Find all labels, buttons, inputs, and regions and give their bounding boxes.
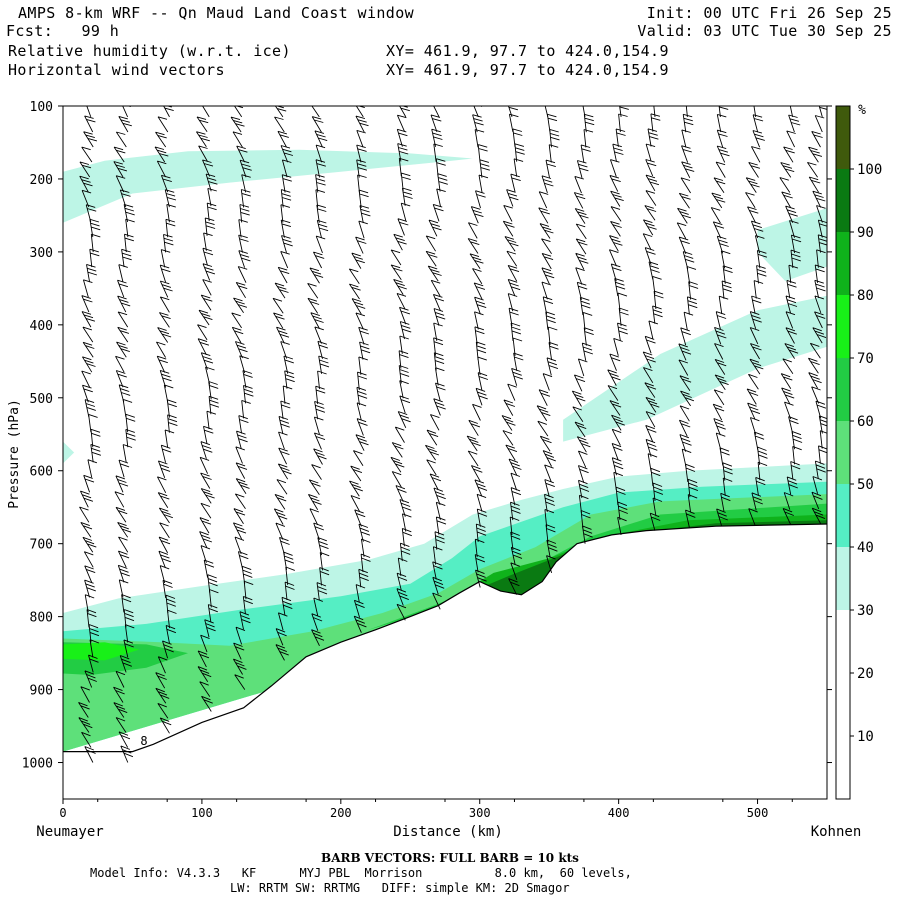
rh-region-1	[63, 149, 473, 223]
colorbar-bin-70	[836, 295, 850, 358]
colorbar-tick-label-90: 90	[857, 225, 874, 241]
barb-column-2	[154, 106, 178, 734]
rh-region-4	[63, 441, 75, 464]
rh-region-3	[757, 208, 827, 282]
contour-annotation: 8	[140, 734, 147, 748]
y-tick-label-100: 100	[30, 100, 53, 115]
barb-column-4	[230, 106, 254, 690]
barb-column-12	[536, 106, 560, 574]
colorbar-bin-80	[836, 232, 850, 295]
colorbar-tick-label-60: 60	[857, 414, 874, 430]
wind-barbs	[78, 106, 827, 763]
model-info-line2: LW: RRTM SW: RRTMG DIFF: simple KM: 2D S…	[230, 881, 570, 895]
colorbar: 10 20 30 40 50 60 70 80 90 100	[835, 105, 882, 800]
barb-vector-note: BARB VECTORS: FULL BARB = 10 kts	[321, 851, 579, 865]
barb-column-10	[466, 106, 490, 588]
barb-column-16	[676, 106, 699, 528]
y-tick-label-400: 400	[30, 319, 53, 334]
colorbar-tick-label-70: 70	[857, 351, 874, 367]
x-tick-label-200: 200	[330, 806, 352, 820]
barb-column-20	[807, 106, 827, 525]
plot-title: AMPS 8-km WRF -- Qn Maud Land Coast wind…	[18, 4, 415, 22]
barb-column-7	[348, 106, 371, 633]
xy-range-rh: XY= 461.9, 97.7 to 424.0,154.9	[386, 42, 669, 60]
barb-column-14	[607, 106, 629, 535]
colorbar-bin-50	[836, 421, 850, 484]
barb-column-18	[745, 106, 768, 526]
colorbar-tick-label-50: 50	[857, 477, 874, 493]
y-tick-label-600: 600	[30, 465, 53, 480]
y-tick-label-800: 800	[30, 611, 53, 626]
colorbar-bin-100	[836, 106, 850, 169]
rh-region-11	[472, 520, 827, 595]
barb-column-8	[390, 106, 413, 621]
x-axis-label: Distance (km)	[393, 824, 503, 840]
barb-column-17	[710, 106, 733, 527]
barb-column-13	[571, 106, 595, 544]
terrain-surface-line	[63, 523, 827, 753]
y-axis-label: Pressure (hPa)	[7, 399, 22, 509]
barb-column-0	[78, 106, 102, 763]
x-tick-label-400: 400	[608, 806, 630, 820]
barb-column-5	[272, 106, 295, 661]
valid-time: Valid: 03 UTC Tue 30 Sep 25	[637, 22, 892, 40]
axes: 100 200 300 400 500 600 700 800 900 1000 0 100 200 30…	[22, 100, 832, 820]
y-tick-label-500: 500	[30, 392, 53, 407]
x-tick-label-100: 100	[191, 806, 213, 820]
model-info-line1: Model Info: V4.3.3 KF MYJ PBL Morrison 8…	[90, 866, 632, 880]
colorbar-tick-label-40: 40	[857, 540, 874, 556]
barb-column-1	[113, 106, 136, 763]
colorbar-bin-90	[836, 169, 850, 232]
barb-column-6	[307, 106, 330, 647]
rh-region-9	[63, 642, 140, 661]
colorbar-unit: %	[858, 103, 866, 118]
barb-column-3	[196, 106, 220, 712]
y-tick-label-300: 300	[30, 246, 53, 261]
colorbar-bin-40	[836, 484, 850, 547]
barb-column-11	[501, 106, 525, 595]
x-tick-label-0: 0	[59, 806, 66, 820]
barb-column-9	[425, 106, 448, 610]
colorbar-bin-30	[836, 547, 850, 610]
colorbar-tick-label-100: 100	[857, 162, 882, 178]
field-label-wind: Horizontal wind vectors	[8, 61, 225, 79]
barb-column-15	[642, 106, 664, 531]
init-time: Init: 00 UTC Fri 26 Sep 25	[646, 4, 892, 22]
left-endpoint-label: Neumayer	[36, 824, 103, 840]
x-tick-label-500: 500	[747, 806, 769, 820]
colorbar-tick-label-30: 30	[857, 603, 874, 619]
xy-range-wind: XY= 461.9, 97.7 to 424.0,154.9	[386, 61, 669, 79]
colorbar-tick-label-10: 10	[857, 729, 874, 745]
colorbar-frame	[835, 105, 851, 800]
right-endpoint-label: Kohnen	[811, 824, 862, 840]
colorbar-tick-label-80: 80	[857, 288, 874, 304]
y-tick-label-1000: 1000	[22, 757, 53, 772]
terrain-fill	[63, 524, 827, 799]
colorbar-tick-label-20: 20	[857, 666, 874, 682]
terrain	[63, 523, 827, 799]
x-tick-label-300: 300	[469, 806, 491, 820]
colorbar-bin-0	[836, 610, 850, 799]
colorbar-bin-60	[836, 358, 850, 421]
field-label-rh: Relative humidity (w.r.t. ice)	[8, 42, 291, 60]
barb-column-19	[779, 106, 803, 525]
y-tick-label-200: 200	[30, 173, 53, 188]
y-tick-label-700: 700	[30, 538, 53, 553]
rh-region-2	[563, 295, 827, 442]
forecast-hour: Fcst: 99 h	[6, 22, 120, 40]
y-tick-label-900: 900	[30, 684, 53, 699]
